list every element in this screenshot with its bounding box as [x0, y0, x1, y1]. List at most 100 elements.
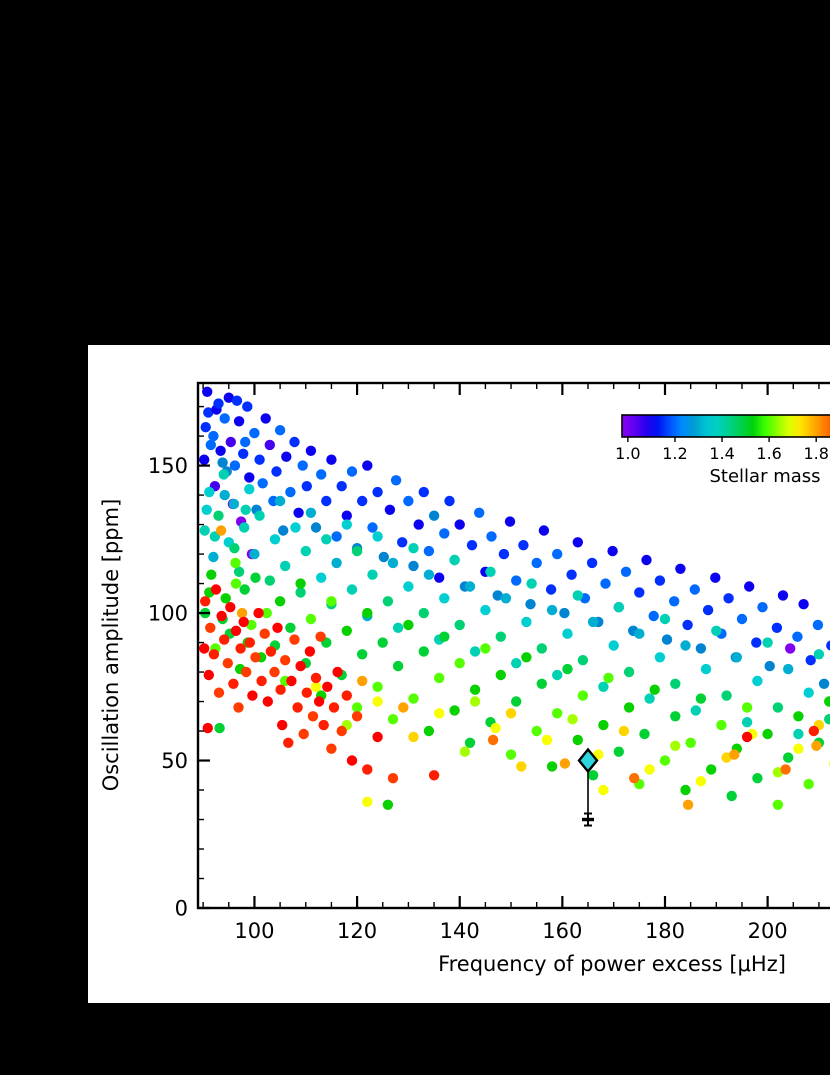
data-point	[205, 439, 216, 451]
data-point	[680, 640, 691, 651]
data-point	[256, 675, 267, 687]
data-point	[357, 495, 368, 507]
data-point	[392, 622, 404, 633]
data-point	[805, 655, 816, 666]
data-point	[521, 652, 532, 663]
data-point	[731, 652, 742, 663]
data-point	[310, 522, 322, 533]
data-point	[305, 613, 317, 625]
data-point	[562, 628, 573, 639]
data-point	[644, 693, 655, 704]
data-point	[620, 566, 632, 577]
data-point	[572, 590, 583, 601]
data-point	[777, 590, 789, 601]
data-point	[669, 596, 680, 607]
data-point	[229, 543, 240, 554]
colorbar-tick-label: 1.4	[709, 444, 734, 463]
data-point	[341, 510, 352, 521]
data-point	[310, 681, 322, 692]
data-point	[274, 425, 286, 436]
data-point	[600, 578, 611, 589]
data-point	[454, 519, 465, 530]
data-point	[313, 696, 325, 707]
data-point	[397, 537, 408, 548]
data-point	[382, 799, 394, 810]
data-point	[357, 649, 368, 660]
data-point	[608, 640, 619, 651]
data-point	[259, 628, 270, 639]
data-point	[219, 413, 230, 424]
data-point	[377, 637, 388, 648]
data-point	[408, 693, 419, 704]
data-point	[682, 619, 693, 631]
data-point	[240, 504, 251, 515]
data-point	[702, 604, 714, 616]
colorbar-tick-label: 1.8	[803, 444, 828, 463]
data-point	[793, 711, 804, 722]
data-point	[351, 545, 363, 557]
data-point	[536, 678, 547, 689]
data-point	[659, 755, 671, 766]
x-tick-label: 200	[748, 919, 788, 943]
data-point	[305, 507, 317, 518]
data-point	[772, 799, 784, 810]
data-point	[233, 566, 245, 577]
data-point	[710, 572, 721, 583]
data-point	[418, 486, 429, 498]
data-point	[744, 581, 755, 592]
data-point	[785, 643, 796, 654]
data-point	[403, 581, 414, 592]
data-point	[269, 666, 280, 678]
x-axis-label: Frequency of power excess [μHz]	[438, 952, 786, 976]
data-point	[219, 634, 230, 645]
data-point	[449, 554, 460, 566]
data-point	[428, 510, 440, 521]
data-point	[202, 386, 213, 397]
data-point	[218, 469, 229, 480]
data-point	[271, 466, 282, 477]
data-point	[562, 663, 573, 675]
data-point	[572, 537, 583, 548]
data-point	[418, 646, 429, 657]
data-point	[254, 454, 265, 465]
data-point	[241, 666, 252, 678]
y-tick-label: 100	[148, 602, 188, 626]
data-point	[222, 658, 233, 669]
colorbar-label: Stellar mass	[709, 466, 821, 487]
data-point	[321, 534, 332, 545]
data-point	[711, 625, 722, 636]
data-point	[559, 607, 570, 619]
y-tick-label: 150	[148, 454, 188, 478]
data-point	[336, 481, 347, 492]
data-point	[214, 722, 225, 734]
data-point	[244, 472, 255, 483]
data-point	[398, 702, 409, 713]
data-point	[659, 613, 671, 625]
data-point	[346, 466, 358, 477]
data-point	[803, 687, 814, 698]
data-point	[231, 395, 243, 406]
data-point	[240, 436, 251, 448]
data-point	[434, 708, 445, 719]
data-point	[598, 719, 609, 731]
data-point	[277, 719, 288, 731]
data-point	[239, 584, 250, 595]
data-point	[803, 778, 814, 790]
data-point	[331, 557, 342, 569]
data-point	[269, 534, 281, 545]
data-point	[230, 557, 241, 569]
data-point	[357, 675, 368, 687]
data-point	[244, 637, 255, 648]
data-point	[618, 725, 630, 737]
data-point	[439, 631, 450, 642]
data-point	[315, 631, 326, 642]
data-point	[230, 578, 242, 589]
data-point	[670, 740, 681, 751]
data-point	[824, 696, 830, 707]
data-point	[607, 545, 618, 557]
data-point	[262, 696, 273, 707]
data-point	[378, 551, 389, 563]
data-point	[307, 711, 319, 722]
data-point	[771, 622, 783, 633]
data-point	[326, 454, 337, 465]
